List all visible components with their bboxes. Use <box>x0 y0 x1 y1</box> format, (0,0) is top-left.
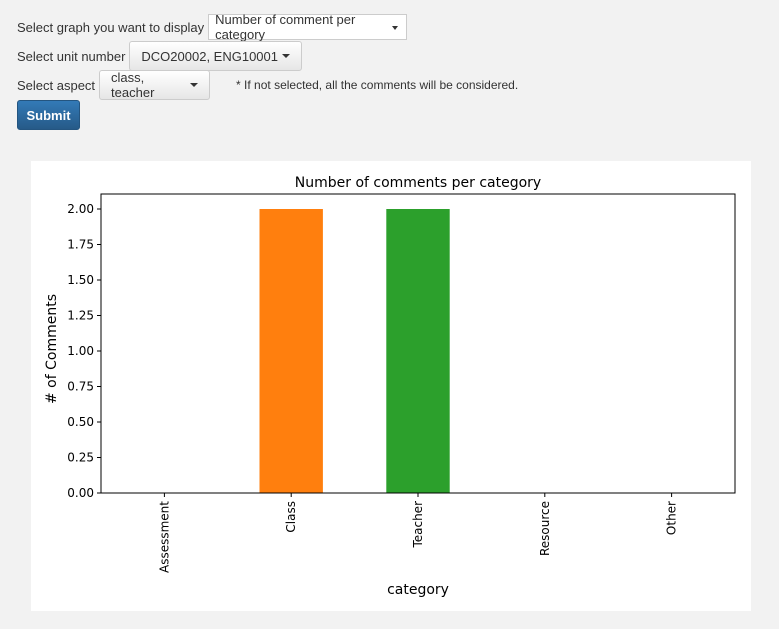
y-tick-label: 0.50 <box>67 415 94 429</box>
x-tick-label-teacher: Teacher <box>411 501 425 549</box>
aspect-note: * If not selected, all the comments will… <box>236 78 519 92</box>
x-tick-label-other: Other <box>665 501 679 535</box>
y-tick-label: 0.25 <box>67 451 94 465</box>
x-axis-label: category <box>387 582 449 598</box>
unit-dropdown-button[interactable]: DCO20002, ENG10001 <box>129 41 302 71</box>
aspect-dropdown-button[interactable]: class, teacher <box>99 70 211 100</box>
y-tick-label: 0.75 <box>67 380 94 394</box>
unit-select-row: Select unit number DCO20002, ENG10001 <box>17 41 302 71</box>
x-tick-label-assessment: Assessment <box>157 501 171 573</box>
caret-down-icon <box>282 54 290 58</box>
y-tick-label: 1.75 <box>67 238 94 252</box>
aspect-select-row: Select aspect class, teacher * If not se… <box>17 70 518 100</box>
submit-button[interactable]: Submit <box>17 100 80 130</box>
unit-select-label: Select unit number <box>17 48 126 64</box>
aspect-select-label: Select aspect <box>17 77 96 93</box>
y-tick-label: 1.50 <box>67 273 94 287</box>
graph-select[interactable]: Number of comment per category <box>208 12 408 42</box>
chart-title: Number of comments per category <box>295 175 541 191</box>
aspect-dropdown-value: class, teacher <box>111 70 155 100</box>
graph-select-label: Select graph you want to display <box>17 19 205 35</box>
y-axis-label: # of Comments <box>44 294 60 404</box>
y-tick-label: 1.25 <box>67 309 94 323</box>
y-tick-label: 0.00 <box>67 486 94 500</box>
chevron-down-icon <box>392 26 399 30</box>
y-tick-label: 2.00 <box>67 202 94 216</box>
graph-select-row: Select graph you want to display Number … <box>17 12 408 42</box>
bar-class <box>259 209 323 493</box>
plot-frame <box>100 193 736 494</box>
caret-down-icon <box>190 83 199 87</box>
y-tick-label: 1.00 <box>67 344 94 358</box>
bar-teacher <box>386 209 450 493</box>
x-tick-label-resource: Resource <box>538 501 552 556</box>
unit-dropdown-value: DCO20002, ENG10001 <box>141 48 278 64</box>
x-tick-label-class: Class <box>284 501 298 533</box>
bar-chart: Number of comments per category # of Com… <box>44 175 736 598</box>
graph-select-value: Number of comment per category <box>215 12 356 42</box>
chart-panel: Number of comments per category # of Com… <box>31 161 751 611</box>
